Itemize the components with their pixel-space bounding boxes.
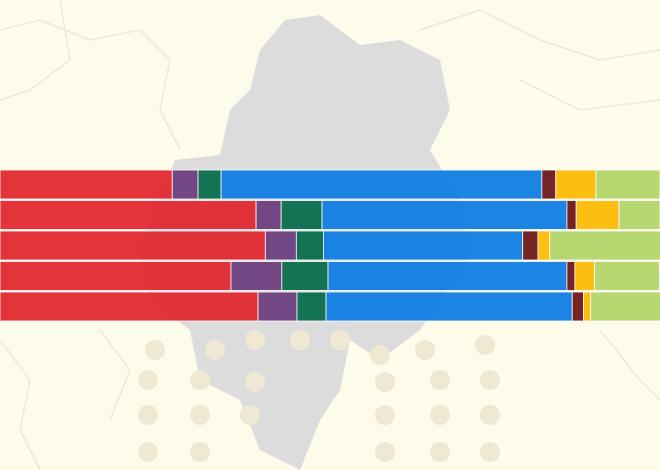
bar-segment [171, 169, 199, 200]
bar-segment [574, 261, 596, 291]
bar-segment [571, 291, 584, 322]
bar-segment [322, 230, 524, 261]
bar-segment [618, 200, 660, 230]
bar-segment [295, 230, 324, 261]
bar-segment [522, 230, 539, 261]
bar-segment [0, 261, 232, 291]
bar-segment [566, 261, 576, 291]
bar-segment [0, 169, 173, 200]
bar-segment [264, 230, 297, 261]
bar-segment [296, 291, 327, 322]
bar-segment [321, 200, 568, 230]
bar-segment [0, 291, 259, 322]
bar-segment [327, 261, 568, 291]
bar-segment [541, 169, 557, 200]
bar-segment [575, 200, 620, 230]
bar-segment [555, 169, 597, 200]
bar-segment [590, 291, 660, 322]
dot-pattern [138, 330, 500, 462]
bar-segment [549, 230, 660, 261]
bar-segment [594, 261, 660, 291]
bar-segment [281, 261, 329, 291]
bar-segment [197, 169, 222, 200]
bar-segment [0, 230, 266, 261]
bar-segment [0, 200, 257, 230]
bars [0, 169, 660, 322]
bar-segment [255, 200, 282, 230]
bar-segment [537, 230, 551, 261]
bar-segment [595, 169, 660, 200]
bar-segment [566, 200, 577, 230]
bar-segment [583, 291, 592, 322]
bar-segment [325, 291, 573, 322]
bar-segment [230, 261, 283, 291]
bar-segment [257, 291, 298, 322]
bar-segment [220, 169, 543, 200]
bar-segment [280, 200, 323, 230]
